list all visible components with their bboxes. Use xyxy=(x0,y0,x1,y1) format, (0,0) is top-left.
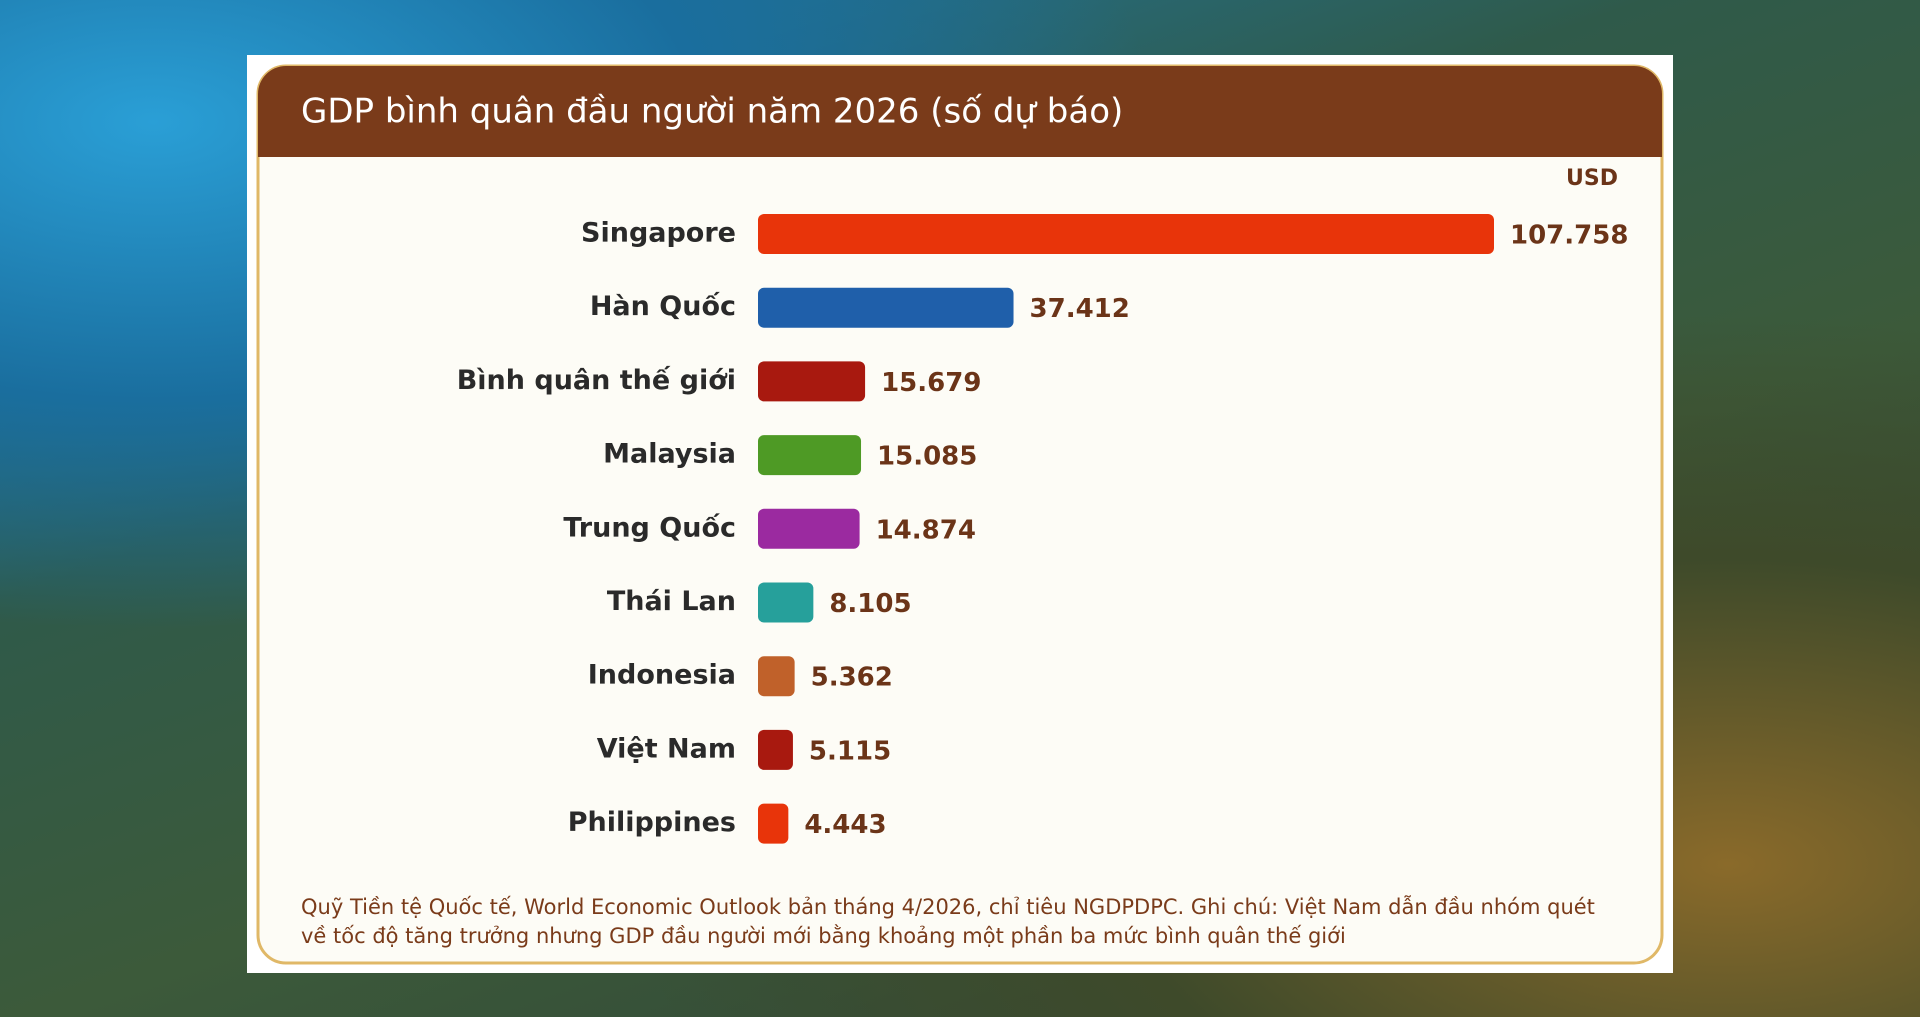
value-label: 107.758 xyxy=(1510,221,1628,251)
category-label: Singapore xyxy=(581,218,736,249)
value-label: 37.412 xyxy=(1030,294,1130,324)
category-label: Hàn Quốc xyxy=(590,291,736,322)
bar xyxy=(758,361,866,402)
header-band xyxy=(258,66,1662,157)
bar xyxy=(758,214,1494,254)
category-label: Malaysia xyxy=(603,439,736,470)
bar xyxy=(758,729,793,770)
bar xyxy=(758,508,860,549)
value-label: 5.115 xyxy=(809,736,891,766)
value-label: 4.443 xyxy=(804,810,886,840)
category-label: Thái Lan xyxy=(607,586,736,617)
bar xyxy=(758,656,795,697)
bar xyxy=(758,582,814,623)
category-label: Việt Nam xyxy=(597,733,736,764)
value-label: 5.362 xyxy=(811,663,893,693)
category-label: Trung Quốc xyxy=(563,512,736,543)
chart-title: GDP bình quân đầu người năm 2026 (số dự … xyxy=(301,92,1123,132)
value-label: 15.085 xyxy=(877,442,977,472)
value-label: 14.874 xyxy=(876,515,976,545)
bar xyxy=(758,435,862,476)
bar xyxy=(758,287,1014,328)
category-label: Philippines xyxy=(568,807,736,838)
category-label: Bình quân thế giới xyxy=(457,365,736,396)
value-label: 15.679 xyxy=(881,368,981,398)
category-label: Indonesia xyxy=(588,660,736,691)
source-note: Quỹ Tiền tệ Quốc tế, World Economic Outl… xyxy=(301,895,1595,948)
bar xyxy=(758,803,789,844)
value-label: 8.105 xyxy=(829,589,911,619)
unit-label: USD xyxy=(1566,166,1618,191)
